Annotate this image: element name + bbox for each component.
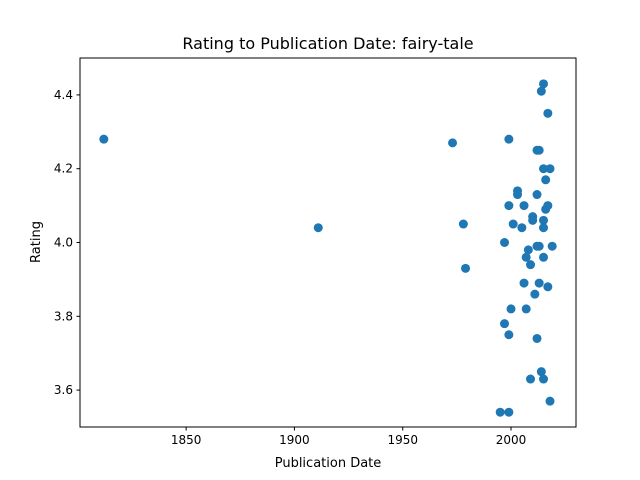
data-point: [504, 134, 514, 144]
data-point: [500, 319, 510, 329]
data-point: [539, 252, 549, 262]
x-tick-label: 1850: [171, 433, 202, 447]
y-axis-label: Rating: [29, 221, 44, 263]
x-tick-label: 1950: [387, 433, 418, 447]
data-point: [495, 407, 505, 417]
data-point: [539, 215, 549, 225]
data-point: [506, 304, 516, 314]
data-point: [534, 278, 544, 288]
data-point: [532, 190, 542, 200]
data-point: [519, 278, 529, 288]
data-point: [539, 374, 549, 384]
y-axis-ticks: 3.6 3.8 4.0 4.2 4.4: [54, 88, 80, 397]
data-point: [543, 108, 553, 118]
data-point: [536, 367, 546, 377]
data-point: [539, 164, 549, 174]
data-point: [532, 333, 542, 343]
x-tick-label: 2000: [496, 433, 527, 447]
plot-frame: [79, 57, 577, 428]
data-point: [523, 245, 533, 255]
data-point: [528, 215, 538, 225]
data-point: [539, 79, 549, 89]
data-point: [504, 407, 514, 417]
data-point: [513, 190, 523, 200]
data-point: [541, 175, 551, 185]
data-point: [543, 201, 553, 211]
y-tick-label: 3.8: [54, 309, 73, 323]
y-tick-label: 4.4: [54, 88, 73, 102]
data-point: [545, 164, 555, 174]
data-point: [448, 138, 458, 148]
data-point: [461, 263, 471, 273]
data-point: [504, 201, 514, 211]
x-axis-label: Publication Date: [275, 456, 382, 471]
x-tick-label: 1900: [279, 433, 310, 447]
y-tick-label: 4.0: [54, 236, 73, 250]
y-tick-label: 3.6: [54, 383, 73, 397]
data-point: [521, 304, 531, 314]
y-tick-label: 4.2: [54, 162, 73, 176]
data-points: [99, 79, 557, 417]
data-point: [508, 219, 518, 229]
data-point: [534, 145, 544, 155]
data-point: [539, 223, 549, 233]
data-point: [543, 282, 553, 292]
data-point: [313, 223, 323, 233]
chart-title: Rating to Publication Date: fairy-tale: [182, 34, 473, 53]
data-point: [536, 86, 546, 96]
data-point: [521, 252, 531, 262]
data-point: [545, 396, 555, 406]
data-point: [517, 223, 527, 233]
data-point: [99, 134, 109, 144]
data-point: [530, 289, 540, 299]
data-point: [526, 374, 536, 384]
data-point: [458, 219, 468, 229]
data-point: [500, 238, 510, 247]
x-axis-ticks: 1850 1900 1950 2000: [171, 427, 526, 447]
data-point: [504, 330, 514, 340]
data-point: [526, 260, 536, 270]
data-point: [534, 241, 544, 251]
data-point: [547, 241, 557, 251]
data-point: [519, 201, 529, 211]
